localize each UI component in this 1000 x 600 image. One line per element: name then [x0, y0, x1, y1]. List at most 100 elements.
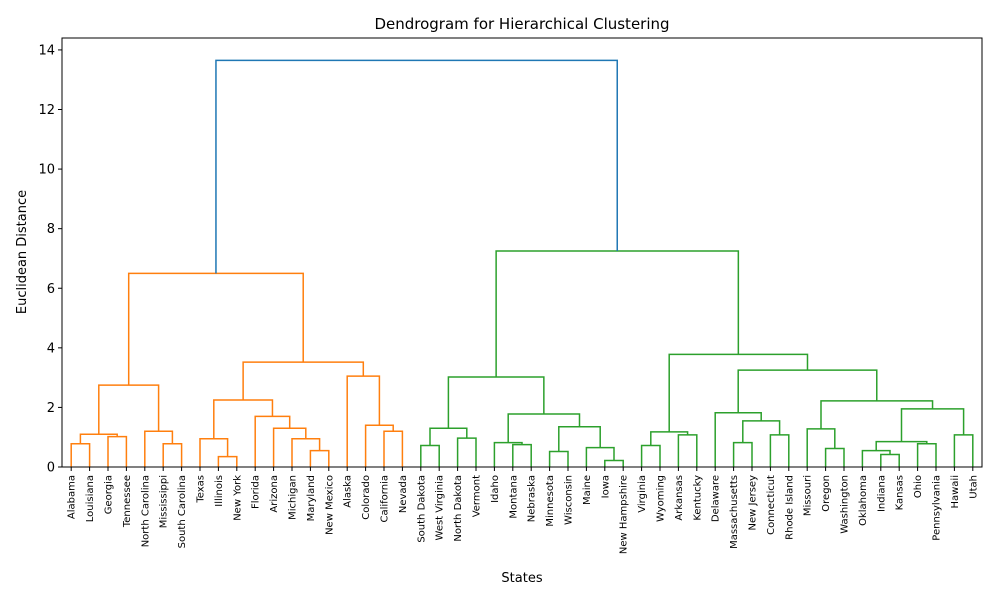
- leaf-label: Nebraska: [527, 475, 538, 522]
- plot-frame: [61, 37, 983, 468]
- leaf-label: Utah: [968, 475, 979, 499]
- y-tick-label: 6: [47, 282, 55, 297]
- leaf-label: Alabama: [67, 475, 78, 519]
- leaf-label: Rhode Island: [784, 475, 795, 540]
- leaf-label: South Dakota: [416, 475, 427, 543]
- leaf-label: Tennessee: [122, 475, 133, 528]
- merge-link-46: [668, 353, 809, 432]
- leaf-label: Oregon: [821, 475, 832, 512]
- leaf-label: North Dakota: [453, 475, 464, 542]
- leaf-label: Iowa: [600, 475, 611, 498]
- merge-link-27: [507, 413, 581, 443]
- y-tick-label: 0: [47, 461, 55, 476]
- merge-link-6: [217, 455, 238, 467]
- leaf-label: Wyoming: [656, 475, 667, 522]
- x-axis-label: States: [501, 571, 542, 586]
- merge-link-19: [456, 437, 477, 467]
- leaf-label: Kansas: [895, 475, 906, 510]
- leaf-label: Hawaii: [950, 475, 961, 509]
- merge-link-31: [650, 431, 689, 446]
- merge-link-45: [737, 369, 878, 413]
- y-tick-label: 2: [47, 401, 55, 416]
- leaf-label: West Virginia: [435, 475, 446, 540]
- leaf-label: Georgia: [104, 475, 115, 514]
- merge-link-36: [824, 447, 845, 467]
- merge-link-32: [732, 441, 753, 467]
- leaf-label: Florida: [251, 475, 262, 509]
- merge-link-48: [215, 59, 618, 274]
- leaf-label: Washington: [840, 475, 851, 534]
- leaf-label: Vermont: [472, 475, 483, 517]
- merge-link-3: [162, 443, 183, 467]
- leaf-label: Nevada: [398, 475, 409, 513]
- leaf-label: South Carolina: [177, 475, 188, 548]
- merge-link-8: [309, 449, 330, 467]
- merge-link-22: [493, 441, 523, 467]
- leaf-label: Illinois: [214, 475, 225, 507]
- merge-link-23: [548, 450, 569, 467]
- leaf-label: Wisconsin: [564, 475, 575, 525]
- leaf-label: Indiana: [876, 475, 887, 512]
- leaf-label: Maryland: [306, 475, 317, 521]
- merge-link-1: [107, 435, 128, 467]
- leaf-label: Massachusetts: [729, 475, 740, 549]
- merge-link-0: [70, 443, 91, 467]
- leaf-label: Virginia: [637, 475, 648, 513]
- y-tick-label: 4: [47, 341, 55, 356]
- leaf-label: New Mexico: [324, 475, 335, 535]
- y-tick-label: 8: [47, 222, 55, 237]
- leaf-label: California: [380, 475, 391, 523]
- merge-link-15: [346, 375, 381, 467]
- merge-link-34: [742, 420, 781, 443]
- merge-link-37: [806, 428, 836, 467]
- merge-link-7: [199, 437, 229, 467]
- y-axis: 0 2 4 6 8 10 12 14: [38, 43, 62, 476]
- leaf-label: Texas: [196, 475, 207, 504]
- merge-link-33: [769, 434, 790, 467]
- leaf-label: Alaska: [343, 475, 354, 508]
- merge-link-21: [512, 443, 532, 467]
- merge-link-5: [98, 384, 160, 435]
- merge-link-17: [127, 272, 304, 386]
- chart-title: Dendrogram for Hierarchical Clustering: [374, 15, 669, 33]
- leaf-label: Arkansas: [674, 475, 685, 521]
- leaf-label: Connecticut: [766, 475, 777, 535]
- y-axis-label: Euclidean Distance: [15, 190, 30, 314]
- merge-link-18: [420, 444, 440, 467]
- leaf-label: Missouri: [803, 475, 814, 516]
- leaf-label: Colorado: [361, 475, 372, 520]
- leaf-label: Montana: [508, 475, 519, 519]
- leaf-label: New Hampshire: [619, 475, 630, 554]
- merge-link-44: [820, 400, 934, 429]
- leaf-label: Delaware: [711, 475, 722, 522]
- x-axis: Alabama Louisiana Georgia Tennessee North Ca…: [67, 467, 979, 554]
- merge-link-14: [364, 424, 394, 467]
- leaf-label: Kentucky: [692, 475, 703, 521]
- merge-link-47: [495, 250, 740, 378]
- merge-link-24: [604, 459, 624, 467]
- leaf-label: Ohio: [913, 475, 924, 498]
- merge-link-39: [861, 449, 891, 467]
- merge-link-42: [953, 434, 974, 467]
- merge-link-13: [383, 430, 404, 467]
- leaf-label: Oklahoma: [858, 475, 869, 526]
- merge-link-38: [880, 453, 900, 467]
- merge-link-25: [585, 446, 615, 467]
- leaf-label: Michigan: [288, 475, 299, 520]
- leaf-label: Pennsylvania: [932, 475, 943, 541]
- leaf-label: New Jersey: [748, 475, 759, 531]
- leaf-label: New York: [232, 475, 243, 521]
- merge-link-29: [640, 444, 661, 467]
- leaf-label: Idaho: [490, 475, 501, 503]
- merge-link-12: [213, 399, 274, 439]
- merge-link-4: [144, 430, 174, 467]
- dendrogram-links: [70, 59, 974, 467]
- y-tick-label: 10: [38, 163, 55, 178]
- merge-link-16: [242, 361, 365, 400]
- leaf-label: North Carolina: [140, 475, 151, 547]
- merge-link-28: [447, 376, 545, 429]
- leaf-label: Louisiana: [85, 475, 96, 522]
- merge-link-20: [429, 427, 468, 446]
- merge-link-2: [79, 433, 118, 444]
